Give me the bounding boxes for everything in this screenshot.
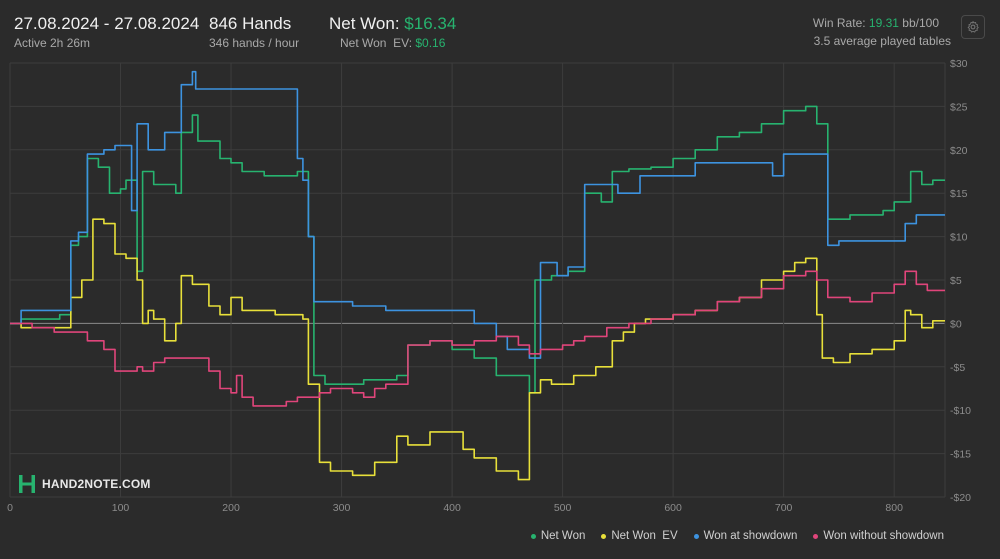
gear-icon [967, 21, 979, 33]
legend-swatch [530, 533, 536, 539]
x-tick-label: 100 [112, 502, 130, 514]
active-duration: Active 2h 26m [14, 36, 91, 50]
net-won-value: $16.34 [404, 14, 457, 33]
legend-swatch [813, 533, 819, 539]
y-tick-label: $0 [950, 318, 962, 330]
chart-grid [9, 62, 946, 498]
x-tick-label: 0 [7, 502, 13, 514]
y-tick-label: $30 [950, 58, 968, 70]
net-won-ev-value: $0.16 [415, 36, 446, 50]
h2n-logo-icon [19, 475, 35, 493]
legend-label: Won at showdown [703, 530, 798, 542]
net-won-ev: Net Won EV: $0.16 [340, 36, 445, 50]
y-tick-label: $5 [950, 275, 962, 287]
y-tick-label: -$15 [950, 449, 971, 461]
legend-item-net-won[interactable]: Net Won [530, 530, 586, 542]
y-tick-label: $10 [950, 232, 968, 244]
settings-button[interactable] [961, 15, 985, 39]
legend-item-won-at-showdown[interactable]: Won at showdown [693, 530, 798, 542]
x-tick-label: 300 [333, 502, 351, 514]
net-won-ev-label: Net Won EV: [340, 36, 413, 50]
hands-count: 846 Hands [209, 14, 292, 33]
watermark-text: HAND2NOTE.COM [42, 477, 151, 491]
legend-label: Net Won [540, 530, 586, 542]
y-tick-label: $20 [950, 145, 968, 157]
chart-series [10, 70, 945, 481]
y-tick-label: $25 [950, 101, 968, 113]
series-line-won-at-showdown [10, 70, 945, 359]
win-rate: Win Rate: 19.31 bb/100 [813, 16, 939, 30]
legend-item-won-without-showdown[interactable]: Won without showdown [813, 530, 944, 542]
win-rate-label: Win Rate: [812, 16, 866, 30]
legend-swatch [601, 533, 607, 539]
series-line-won-without-showdown [10, 270, 945, 407]
net-won-label: Net Won: [329, 14, 400, 33]
legend-item-net-won-ev[interactable]: Net Won EV [601, 530, 678, 542]
legend-label: Won without showdown [823, 530, 944, 542]
series-line-net-won-ev [10, 218, 945, 481]
x-tick-label: 800 [885, 502, 903, 514]
legend-label: Net Won EV [611, 530, 678, 542]
x-tick-label: 400 [443, 502, 461, 514]
y-axis-ticks: $30 $25 $20 $15 $10 $5 $0 -$5 -$10 -$15 -$20 [950, 58, 971, 504]
x-tick-label: 200 [222, 502, 240, 514]
hands-per-hour: 346 hands / hour [209, 36, 300, 50]
x-tick-label: 500 [554, 502, 572, 514]
net-won: Net Won: $16.34 [329, 14, 456, 34]
win-rate-unit: bb/100 [902, 16, 939, 30]
x-tick-label: 600 [664, 502, 682, 514]
x-axis-ticks: 0 100 200 300 400 500 600 700 800 [7, 502, 903, 514]
x-tick-label: 700 [775, 502, 793, 514]
y-tick-label: $15 [950, 188, 968, 200]
hand2note-watermark: HAND2NOTE.COM [18, 474, 151, 494]
legend-swatch [693, 533, 699, 539]
chart-legend: Net Won Net Won EV Won at showdown Won with… [530, 530, 944, 542]
y-tick-label: -$10 [950, 405, 971, 417]
y-tick-label: -$20 [950, 492, 971, 504]
date-range: 27.08.2024 - 27.08.2024 [14, 14, 200, 33]
win-rate-value: 19.31 [868, 16, 899, 30]
average-tables: 3.5 average played tables [813, 34, 951, 48]
y-tick-label: -$5 [950, 362, 965, 374]
